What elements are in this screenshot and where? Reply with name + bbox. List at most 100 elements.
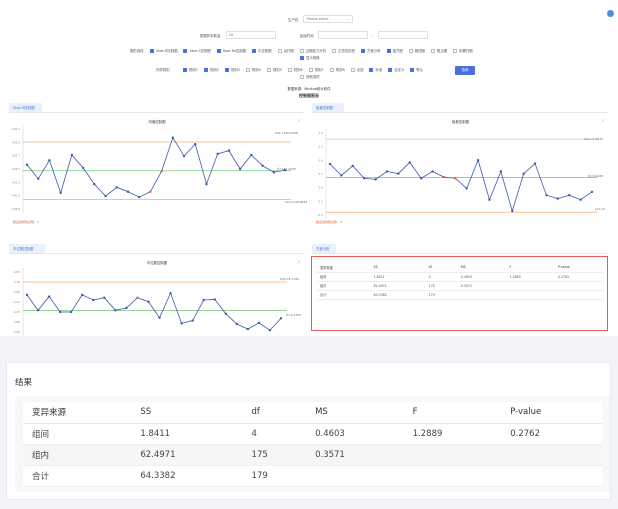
- table-cell: 0.4603: [456, 272, 506, 282]
- checkbox-option[interactable]: 中位数图: [252, 48, 272, 53]
- data-point: [191, 319, 194, 322]
- table-cell: [553, 290, 604, 300]
- tab-median[interactable]: 中位数控制图: [9, 244, 45, 253]
- column-header: df: [424, 263, 457, 273]
- table-cell: 合计: [316, 290, 370, 300]
- data-point: [37, 177, 40, 180]
- checkbox-option[interactable]: 方差分析: [361, 48, 381, 53]
- checkbox-label: 规则2: [209, 68, 219, 72]
- data-point: [351, 164, 354, 167]
- tab-xbar[interactable]: Xbar-R控制图: [9, 103, 42, 112]
- checkbox-option[interactable]: 正态性检验: [332, 48, 355, 53]
- tab-anova[interactable]: 方差分析: [312, 244, 336, 253]
- checkbox-option[interactable]: 直方图: [386, 48, 403, 53]
- sample-count-input[interactable]: 20: [226, 31, 276, 39]
- report-title: 控制图报告: [299, 93, 319, 98]
- y-tick-label: 146.2: [12, 127, 20, 131]
- data-point: [454, 177, 457, 180]
- xbar-chart: 138.8 140.0 141.3 142.5 143.7 145.0 146.2: [12, 125, 291, 213]
- checkbox-option[interactable]: 运行图: [277, 48, 294, 53]
- checkbox-option[interactable]: 标准: [369, 67, 382, 72]
- product-select[interactable]: Please select ⌄: [303, 15, 353, 23]
- checkbox-label: 规则8: [335, 68, 345, 72]
- tab-r[interactable]: 极差控制图: [312, 103, 344, 112]
- data-point: [149, 190, 152, 193]
- data-point: [25, 293, 29, 297]
- chart-title: 中位数控制图: [146, 261, 168, 265]
- table-cell: [553, 281, 604, 291]
- column-header: 变异来源: [316, 263, 370, 273]
- checkbox-label: Xbar-S控制图: [189, 49, 211, 53]
- checkbox-option[interactable]: Xbar-R控制图: [150, 48, 177, 53]
- checkbox-option[interactable]: Xbar-S控制图: [183, 48, 211, 53]
- table-cell: 4: [242, 423, 307, 445]
- download-icon[interactable]: ⇩: [297, 118, 301, 123]
- chart-title: 均值控制图: [148, 120, 166, 124]
- checkbox-icon: [287, 67, 292, 72]
- data-point: [385, 170, 389, 173]
- column-header: 变异来源: [23, 402, 132, 424]
- checkbox-option[interactable]: 全选: [350, 67, 363, 72]
- rules-extra-option[interactable]: 其他选项: [300, 74, 320, 79]
- median-chart: 3.90 4.08 4.25 4.42 4.60 4.78 4.95: [14, 268, 287, 336]
- data-point: [283, 168, 287, 172]
- checkbox-option[interactable]: 规则3: [224, 67, 240, 72]
- start-date-input[interactable]: [318, 31, 368, 39]
- checkbox-option[interactable]: 过程能力分析: [299, 48, 327, 53]
- column-header: MS: [306, 402, 404, 424]
- result-table-wrap: 变异来源 SS df MS F P-value 组间 1.8411 4 0.4603 1.2889 0…: [15, 396, 610, 492]
- settings-icon[interactable]: [607, 10, 614, 17]
- table-cell: 1.8411: [131, 423, 243, 445]
- checkbox-option[interactable]: 规则4: [245, 67, 261, 72]
- column-header: MS: [456, 263, 506, 273]
- data-point: [147, 300, 150, 303]
- checkbox-option[interactable]: 散点图: [430, 48, 447, 53]
- data-point: [227, 149, 231, 152]
- data-point: [224, 312, 227, 315]
- table-cell: 组内: [23, 444, 132, 466]
- checkbox-option[interactable]: 规则8: [329, 67, 345, 72]
- data-point: [70, 153, 74, 157]
- data-point: [579, 198, 582, 201]
- data-point: [194, 142, 197, 146]
- checkbox-option[interactable]: 规则7: [308, 67, 324, 72]
- checkbox-icon: [386, 48, 391, 53]
- table-cell: 1.2889: [505, 272, 554, 282]
- download-icon[interactable]: ⇩: [297, 259, 301, 264]
- data-point: [533, 162, 537, 165]
- checkbox-icon: [299, 48, 304, 53]
- checkbox-option[interactable]: 帕累托图: [453, 48, 473, 53]
- checkbox-option[interactable]: 自定义: [388, 67, 404, 72]
- column-header: F: [403, 402, 502, 424]
- y-tick-label: 0.2: [319, 199, 324, 203]
- checkbox-label: 规则1: [189, 68, 198, 72]
- table-cell: 组内: [316, 281, 370, 291]
- y-tick-label: 4.25: [14, 310, 20, 314]
- checkbox-label: 过程能力分析: [305, 49, 327, 53]
- query-button[interactable]: 查询: [455, 66, 475, 75]
- checkbox-option[interactable]: 规则1: [183, 67, 198, 72]
- checkbox-option[interactable]: 规则5: [266, 67, 282, 72]
- anova-result-table: 变异来源 SS df MS F P-value 组间 1.8411 4 0.4603 1.2889 0…: [23, 402, 602, 487]
- checkbox-option[interactable]: 规则2: [203, 67, 219, 72]
- checkbox-label: 默认: [416, 68, 424, 72]
- y-tick-label: 0.4: [319, 186, 324, 190]
- data-point: [465, 187, 468, 190]
- checkbox-option[interactable]: 规则6: [287, 67, 303, 72]
- data-point: [268, 329, 272, 332]
- checkbox-option[interactable]: 默认: [410, 67, 423, 72]
- anova-highlight-box: 变异来源 SS df MS F P-value 组间 1.8411 4 0.4603 1.2889 0…: [311, 256, 608, 331]
- data-point: [48, 159, 51, 162]
- checkbox-label: 规则7: [314, 68, 324, 72]
- checkbox-label: 标准: [375, 68, 383, 72]
- table-cell: [505, 290, 554, 300]
- checkbox-label: 箱线图: [414, 49, 425, 53]
- checkbox-icon: [245, 67, 250, 72]
- checkbox-option[interactable]: 箱线图: [408, 48, 425, 53]
- show-spec-option[interactable]: 显示规格: [300, 55, 320, 60]
- checkbox-option[interactable]: Xbar-Rs控制图: [216, 48, 246, 53]
- column-header: F: [505, 263, 554, 273]
- download-icon[interactable]: ⇩: [601, 118, 605, 123]
- end-date-input[interactable]: [378, 31, 428, 39]
- data-point: [58, 310, 62, 314]
